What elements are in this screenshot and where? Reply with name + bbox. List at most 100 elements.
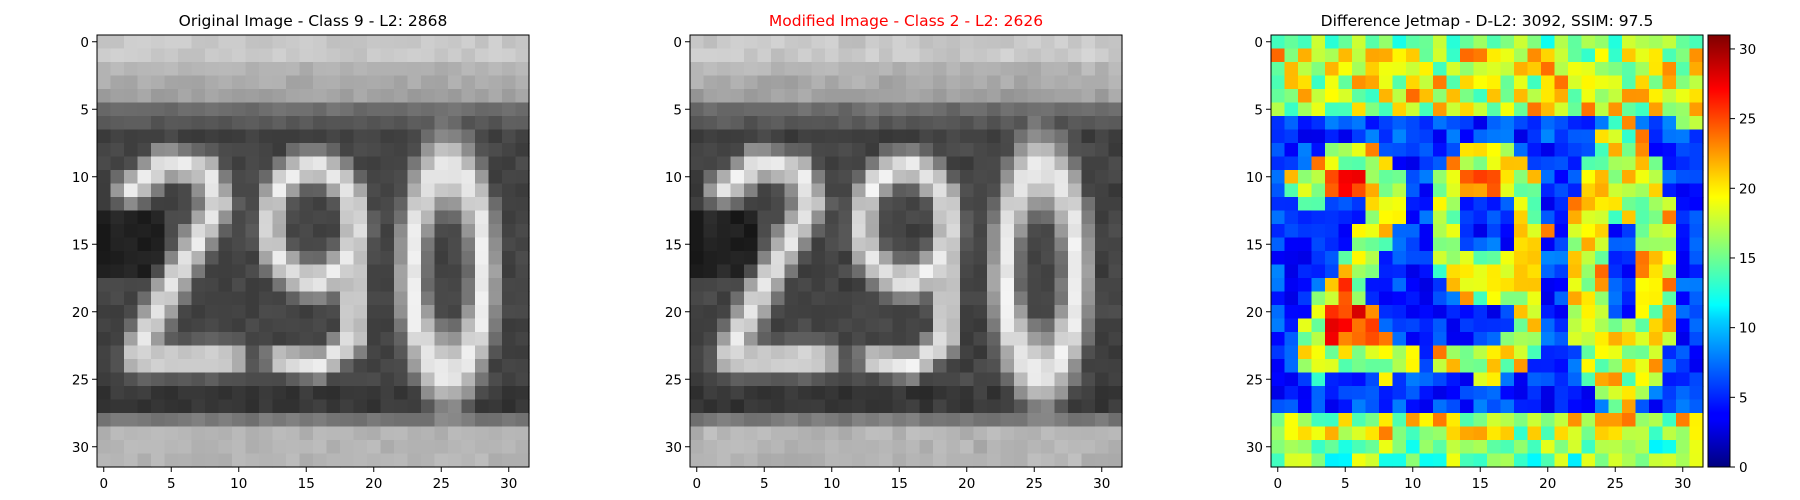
pixel-cell — [879, 183, 894, 198]
pixel-cell — [1081, 210, 1096, 225]
pixel-cell — [461, 359, 476, 374]
pixel-cell — [892, 251, 907, 266]
pixel-cell — [798, 224, 813, 239]
pixel-cell — [1541, 305, 1556, 320]
pixel-cell — [245, 89, 260, 104]
pixel-cell — [1541, 129, 1556, 144]
pixel-cell — [110, 453, 125, 468]
pixel-cell — [1595, 183, 1610, 198]
pixel-cell — [811, 440, 826, 455]
pixel-cell — [1433, 386, 1448, 401]
pixel-cell — [1676, 197, 1691, 212]
pixel-cell — [1311, 237, 1326, 252]
pixel-cell — [164, 399, 179, 414]
pixel-cell — [380, 345, 395, 360]
pixel-cell — [1446, 359, 1461, 374]
pixel-cell — [919, 156, 934, 171]
pixel-cell — [1662, 399, 1677, 414]
pixel-cell — [1554, 62, 1569, 77]
pixel-cell — [1676, 264, 1691, 279]
pixel-cell — [1446, 305, 1461, 320]
pixel-cell — [1419, 102, 1434, 117]
pixel-cell — [1581, 210, 1596, 225]
pixel-cell — [1081, 35, 1096, 50]
pixel-cell — [313, 237, 328, 252]
pixel-cell — [973, 170, 988, 185]
pixel-cell — [1676, 35, 1691, 50]
pixel-cell — [1541, 89, 1556, 104]
pixel-cell — [1608, 453, 1623, 468]
pixel-cell — [286, 305, 301, 320]
pixel-cell — [218, 156, 233, 171]
pixel-cell — [164, 305, 179, 320]
pixel-cell — [1554, 210, 1569, 225]
pixel-cell — [164, 183, 179, 198]
pixel-cell — [1649, 116, 1664, 131]
pixel-cell — [757, 386, 772, 401]
pixel-cell — [110, 224, 125, 239]
x-tick-label: 30 — [500, 476, 517, 492]
pixel-cell — [205, 183, 220, 198]
pixel-cell — [1433, 291, 1448, 306]
pixel-cell — [326, 318, 341, 333]
pixel-cell — [1271, 143, 1286, 158]
pixel-cell — [110, 386, 125, 401]
pixel-cell — [987, 156, 1002, 171]
pixel-cell — [218, 183, 233, 198]
pixel-cell — [434, 75, 449, 90]
pixel-cell — [178, 318, 193, 333]
pixel-cell — [1595, 210, 1610, 225]
pixel-cell — [97, 170, 112, 185]
pixel-cell — [367, 143, 382, 158]
pixel-cell — [906, 183, 921, 198]
pixel-cell — [1041, 318, 1056, 333]
pixel-cell — [933, 332, 948, 347]
pixel-cell — [1649, 210, 1664, 225]
pixel-cell — [1311, 453, 1326, 468]
pixel-cell — [757, 35, 772, 50]
pixel-cell — [110, 413, 125, 428]
pixel-cell — [1284, 62, 1299, 77]
pixel-cell — [906, 237, 921, 252]
pixel-cell — [798, 62, 813, 77]
pixel-cell — [1554, 359, 1569, 374]
pixel-cell — [97, 264, 112, 279]
pixel-cell — [771, 372, 786, 387]
pixel-cell — [1500, 48, 1515, 63]
pixel-cell — [1365, 224, 1380, 239]
pixel-cell — [757, 318, 772, 333]
pixel-cell — [1014, 48, 1029, 63]
pixel-cell — [1027, 62, 1042, 77]
pixel-cell — [1527, 89, 1542, 104]
pixel-cell — [852, 453, 867, 468]
pixel-cell — [987, 237, 1002, 252]
pixel-cell — [1108, 237, 1123, 252]
pixel-cell — [421, 291, 436, 306]
pixel-cell — [838, 345, 853, 360]
pixel-cell — [110, 237, 125, 252]
pixel-cell — [151, 224, 166, 239]
pixel-cell — [1271, 62, 1286, 77]
pixel-cell — [475, 224, 490, 239]
pixel-cell — [1622, 89, 1637, 104]
pixel-cell — [205, 278, 220, 293]
pixel-cell — [1446, 197, 1461, 212]
pixel-cell — [1446, 62, 1461, 77]
pixel-cell — [191, 413, 206, 428]
pixel-cell — [960, 345, 975, 360]
pixel-cell — [286, 440, 301, 455]
pixel-cell — [1595, 102, 1610, 117]
pixel-cell — [1649, 156, 1664, 171]
pixel-cell — [380, 332, 395, 347]
pixel-cell — [475, 156, 490, 171]
pixel-cell — [1271, 170, 1286, 185]
pixel-cell — [124, 345, 139, 360]
pixel-cell — [137, 399, 152, 414]
pixel-cell — [1095, 251, 1110, 266]
pixel-cell — [1527, 170, 1542, 185]
pixel-cell — [933, 386, 948, 401]
pixel-cell — [757, 426, 772, 441]
pixel-cell — [852, 345, 867, 360]
pixel-cell — [1662, 48, 1677, 63]
pixel-cell — [1487, 35, 1502, 50]
